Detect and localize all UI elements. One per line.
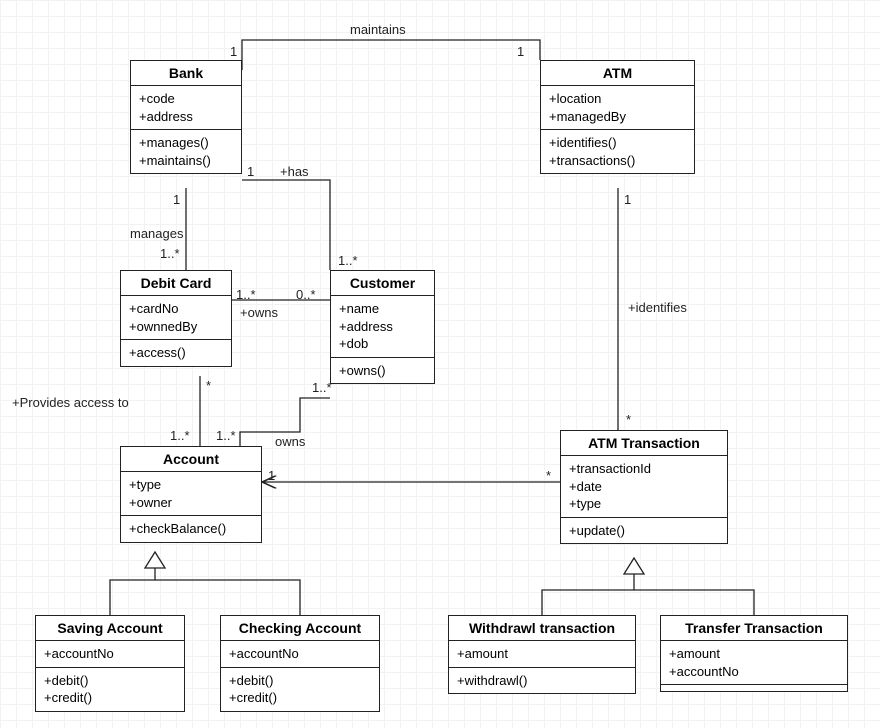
class-attrs: +code +address: [131, 86, 241, 130]
class-customer: Customer +name +address +dob +owns(): [330, 270, 435, 384]
label-manages: manages: [130, 226, 183, 241]
class-bank: Bank +code +address +manages() +maintain…: [130, 60, 242, 174]
class-atm: ATM +location +managedBy +identifies() +…: [540, 60, 695, 174]
mult-cust-owns: 0..*: [296, 287, 316, 302]
label-owns-acct: owns: [275, 434, 305, 449]
mult-atmtx-star: *: [626, 412, 631, 427]
mult-atm-top: 1: [517, 44, 524, 59]
label-has: +has: [280, 164, 309, 179]
mult-debit-star: *: [206, 378, 211, 393]
label-identifies: +identifies: [628, 300, 687, 315]
mult-bank-manages: 1: [173, 192, 180, 207]
class-account: Account +type +owner +checkBalance(): [120, 446, 262, 543]
mult-acct-tx-1: 1: [268, 468, 275, 483]
mult-acct-tx-star: *: [546, 468, 551, 483]
class-transfer: Transfer Transaction +amount +accountNo: [660, 615, 848, 692]
mult-bank-has: 1: [247, 164, 254, 179]
mult-debit-owns: 1..*: [236, 287, 256, 302]
mult-acct-1n-top: 1..*: [170, 428, 190, 443]
class-ops: +manages() +maintains(): [131, 130, 241, 173]
class-saving: Saving Account +accountNo +debit() +cred…: [35, 615, 185, 712]
class-withdrawl: Withdrawl transaction +amount +withdrawl…: [448, 615, 636, 694]
diagram-stage: Bank +code +address +manages() +maintain…: [0, 0, 880, 728]
class-title: Bank: [131, 61, 241, 86]
label-owns-dc: +owns: [240, 305, 278, 320]
class-atmtx: ATM Transaction +transactionId +date +ty…: [560, 430, 728, 544]
label-maintains: maintains: [350, 22, 406, 37]
class-checking: Checking Account +accountNo +debit() +cr…: [220, 615, 380, 712]
mult-acct-1n-right: 1..*: [216, 428, 236, 443]
mult-atm-1: 1: [624, 192, 631, 207]
mult-cust-1n-bottom: 1..*: [312, 380, 332, 395]
mult-cust-has: 1..*: [338, 253, 358, 268]
label-provides: +Provides access to: [12, 395, 129, 410]
mult-debit-manages: 1..*: [160, 246, 180, 261]
class-debitcard: Debit Card +cardNo +ownnedBy +access(): [120, 270, 232, 367]
mult-bank-top: 1: [230, 44, 237, 59]
